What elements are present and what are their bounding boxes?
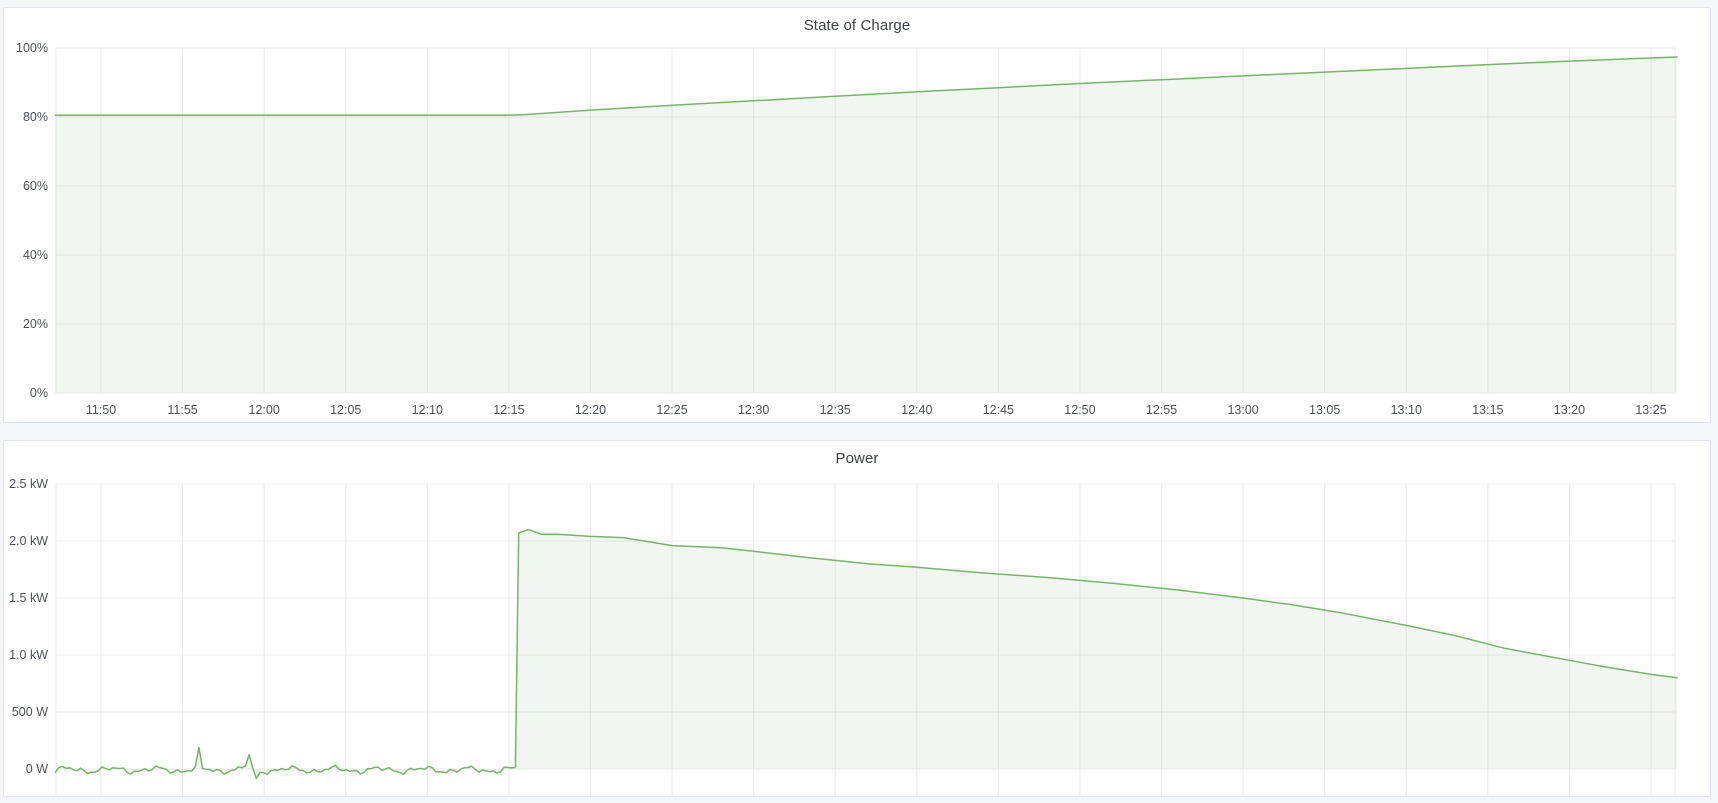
x-axis-tick-label: 12:30	[738, 403, 769, 417]
x-axis-tick-label: 11:55	[167, 403, 197, 417]
panel-state-of-charge: State of Charge 100% 80% 60% 40% 20% 0% 11:50 1…	[3, 7, 1711, 423]
x-axis-tick-label: 12:45	[983, 403, 1014, 417]
y-axis-tick-label: 2.5 kW	[9, 477, 48, 491]
x-axis-tick-label: 13:15	[1472, 403, 1503, 417]
x-axis-tick-label: 12:15	[493, 403, 524, 417]
y-axis-tick-label: 500 W	[12, 705, 48, 719]
panel-title-state-of-charge: State of Charge	[803, 17, 911, 34]
y-axis-tick-label: 0%	[30, 386, 48, 400]
x-axis-tick-label: 12:10	[412, 403, 443, 417]
x-axis-tick-label: 12:20	[575, 403, 606, 417]
x-axis-tick-label: 11:50	[86, 403, 116, 417]
y-axis-tick-label: 100%	[16, 41, 48, 55]
y-axis-tick-label: 1.5 kW	[9, 591, 48, 605]
x-axis-tick-label: 12:05	[330, 403, 361, 417]
y-axis-tick-label: 2.0 kW	[9, 534, 48, 548]
panel-power: Power 2.5 kW 2.0 kW 1.5 kW 1.0 kW 500 W 0 W	[3, 440, 1711, 797]
x-axis-tick-label: 13:05	[1309, 403, 1340, 417]
panel-title-power: Power	[835, 450, 879, 467]
soc-line	[54, 56, 1678, 117]
x-axis-tick-label: 13:10	[1391, 403, 1422, 417]
x-axis-tick-label: 12:00	[249, 403, 280, 417]
power-chart[interactable]: 2.5 kW 2.0 kW 1.5 kW 1.0 kW 500 W 0 W	[4, 441, 1710, 796]
soc-area	[55, 57, 1678, 393]
y-axis-tick-label: 40%	[23, 248, 48, 262]
y-axis-tick-label: 80%	[23, 110, 48, 124]
x-axis-tick-label: 12:35	[820, 403, 851, 417]
y-axis-tick-label: 0 W	[26, 762, 48, 776]
y-axis-tick-label: 1.0 kW	[9, 648, 48, 662]
x-axis-tick-label: 12:40	[901, 403, 932, 417]
y-axis-tick-label: 60%	[23, 179, 48, 193]
x-axis-tick-label: 12:25	[656, 403, 687, 417]
x-axis-tick-label: 12:50	[1064, 403, 1095, 417]
power-line	[54, 528, 1678, 780]
x-axis-tick-label: 13:20	[1554, 403, 1585, 417]
x-axis-tick-label: 13:00	[1227, 403, 1258, 417]
y-axis-tick-label: 20%	[23, 317, 48, 331]
x-axis-tick-label: 12:55	[1146, 403, 1177, 417]
state-of-charge-chart[interactable]: 100% 80% 60% 40% 20% 0% 11:50 11:55 12:00 12:05 12…	[4, 8, 1710, 422]
x-axis-tick-label: 13:25	[1635, 403, 1666, 417]
power-area	[55, 529, 1678, 779]
